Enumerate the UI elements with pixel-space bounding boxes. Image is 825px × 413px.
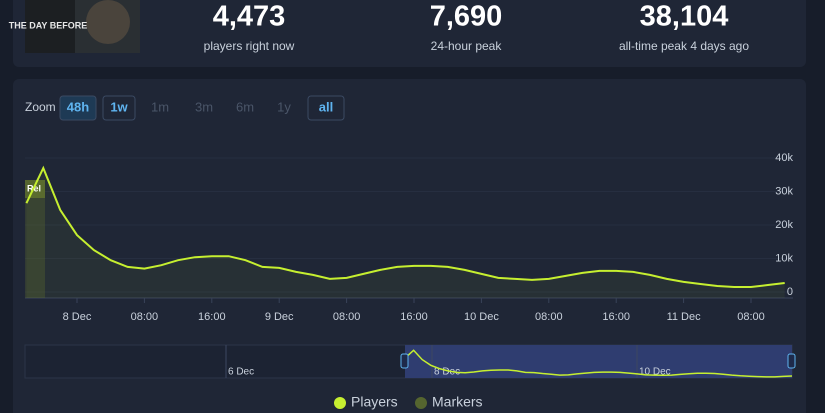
stat-value: 7,690: [430, 1, 503, 33]
zoom-button[interactable]: [59, 95, 97, 121]
navigator-label: 8 Dec: [434, 367, 460, 378]
x-tick-label: 08:00: [535, 311, 563, 323]
zoom-option: 3m: [195, 99, 213, 114]
y-tick-label: 40k: [775, 152, 793, 164]
x-tick-label: 16:00: [198, 311, 226, 323]
series-line: [25, 165, 785, 288]
y-tick-label: 0: [787, 286, 793, 298]
zoom-button[interactable]: [102, 95, 136, 121]
game-logo-text: THE DAY BEFORE: [9, 20, 88, 30]
marker-band: [25, 180, 45, 298]
stat-value: 4,473: [213, 1, 286, 33]
x-tick-label: 9 Dec: [265, 311, 294, 323]
navigator-line: [404, 349, 793, 378]
zoom-option: 1y: [277, 99, 291, 114]
series-area: [26, 168, 785, 298]
zoom-button[interactable]: [307, 95, 345, 121]
navigator-label: 6 Dec: [228, 367, 254, 378]
navigator-label: 10 Dec: [639, 367, 671, 378]
x-tick-label: 08:00: [131, 311, 159, 323]
x-tick-label: 8 Dec: [63, 311, 92, 323]
legend-swatch[interactable]: [415, 397, 427, 409]
y-tick-label: 20k: [775, 219, 793, 231]
game-image-face: [86, 0, 130, 44]
x-tick-label: 10 Dec: [464, 311, 499, 323]
legend-swatch[interactable]: [334, 397, 346, 409]
x-tick-label: 11 Dec: [667, 311, 702, 323]
legend-label[interactable]: Markers: [432, 394, 483, 410]
stats-card: [13, 0, 806, 67]
zoom-option[interactable]: 48h: [67, 99, 89, 114]
stat-label: all-time peak 4 days ago: [619, 39, 749, 53]
navigator-handle[interactable]: [400, 353, 409, 369]
zoom-option: 6m: [236, 99, 254, 114]
stat-value: 38,104: [640, 1, 729, 33]
y-tick-label: 10k: [775, 252, 793, 264]
game-image-left: [25, 0, 75, 53]
legend-label[interactable]: Players: [351, 394, 398, 410]
x-tick-label: 08:00: [737, 311, 765, 323]
stat-label: players right now: [204, 39, 295, 53]
zoom-option[interactable]: 1w: [110, 99, 128, 114]
y-tick-label: 30k: [775, 185, 793, 197]
stat-label: 24-hour peak: [431, 39, 503, 53]
x-tick-label: 16:00: [400, 311, 428, 323]
zoom-option[interactable]: all: [319, 99, 333, 114]
zoom-label: Zoom: [25, 100, 56, 114]
x-tick-label: 08:00: [333, 311, 361, 323]
navigator-handle[interactable]: [787, 353, 796, 369]
x-tick-label: 16:00: [602, 311, 630, 323]
chart-card: [13, 79, 806, 413]
zoom-option: 1m: [151, 99, 169, 114]
